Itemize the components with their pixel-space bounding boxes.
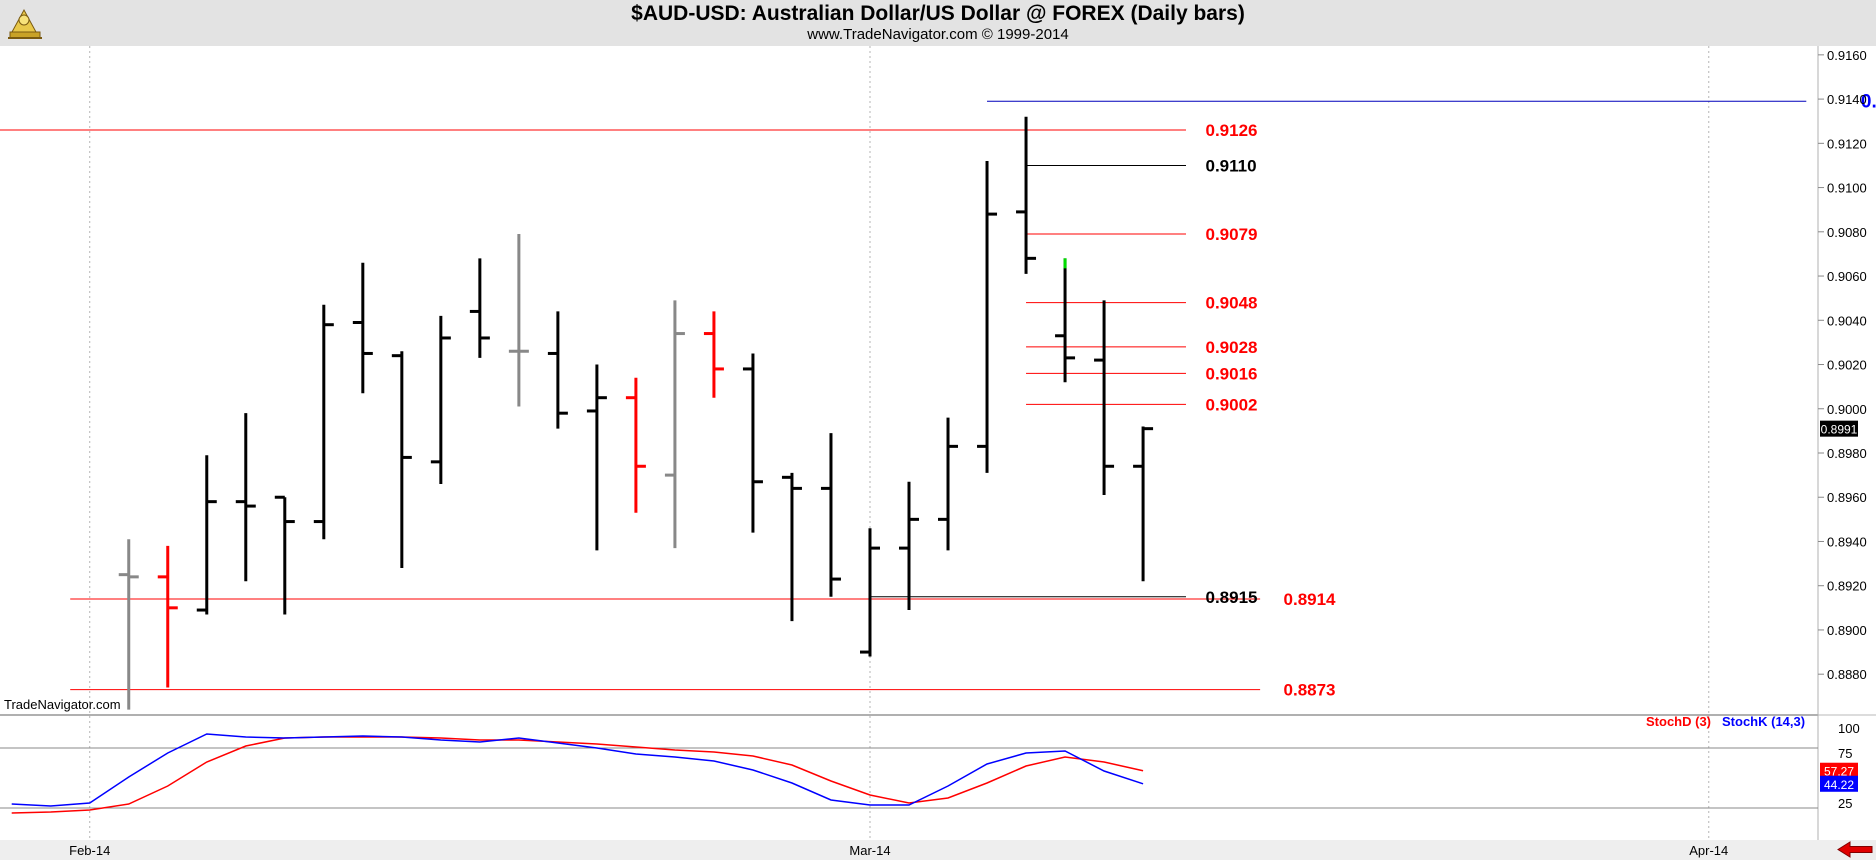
- scroll-left-arrow-icon[interactable]: [1836, 841, 1874, 858]
- time-tick-label: Mar-14: [849, 843, 890, 858]
- stoch-k-value: 44.22: [1824, 778, 1854, 792]
- price-axis-area: [1818, 46, 1876, 714]
- time-axis: Feb-14 Mar-14 Apr-14: [69, 843, 1728, 858]
- stoch-d-legend: StochD (3): [1646, 714, 1711, 729]
- level-label: 0.9139: [1861, 91, 1876, 112]
- price-tick-label: 0.8980: [1827, 446, 1867, 461]
- price-tick-label: 0.9100: [1827, 181, 1867, 196]
- last-price-label: 0.8991: [1821, 423, 1858, 437]
- price-tick-label: 0.8940: [1827, 534, 1867, 549]
- watermark-text: TradeNavigator.com: [4, 697, 121, 712]
- level-lines: [0, 100, 1807, 691]
- price-tick-label: 0.8960: [1827, 490, 1867, 505]
- chart-subtitle: www.TradeNavigator.com © 1999-2014: [807, 26, 1069, 43]
- level-labels: 0.9139 0.9126 0.9110 0.9079 0.9048 0.9028 0.90…: [1205, 91, 1876, 699]
- price-tick-label: 0.9000: [1827, 402, 1867, 417]
- price-tick-label: 0.9040: [1827, 313, 1867, 328]
- stoch-axis-label: 25: [1838, 796, 1852, 811]
- time-tick-label: Feb-14: [69, 843, 110, 858]
- level-label: 0.8873: [1284, 681, 1336, 700]
- price-tick-label: 0.9140: [1827, 92, 1867, 107]
- stoch-d-line: [11, 736, 1144, 814]
- level-label: 0.8915: [1205, 588, 1257, 607]
- stoch-plot-area: [0, 716, 1818, 840]
- stoch-axis-label: 75: [1838, 746, 1852, 761]
- price-tick-label: 0.9080: [1827, 225, 1867, 240]
- stoch-k-value-box: [1820, 775, 1858, 792]
- last-price-box: [1820, 420, 1858, 437]
- level-label: 0.9110: [1205, 156, 1256, 175]
- level-label: 0.9126: [1205, 121, 1257, 140]
- chart-title: $AUD-USD: Australian Dollar/US Dollar @ …: [631, 2, 1245, 25]
- stoch-axis-label: 100: [1838, 721, 1860, 736]
- price-tick-label: 0.8900: [1827, 623, 1867, 638]
- stoch-d-value: 57.27: [1824, 765, 1854, 779]
- level-label: 0.9002: [1205, 395, 1257, 414]
- price-plot-area: [0, 46, 1818, 714]
- price-axis: 0.9160 0.9140 0.9120 0.9100 0.9080 0.9060 0.90…: [1818, 48, 1867, 682]
- level-label: 0.8914: [1284, 590, 1337, 609]
- grid-lines: [89, 46, 1710, 840]
- price-tick-label: 0.9120: [1827, 136, 1867, 151]
- stoch-k-line: [11, 733, 1144, 807]
- price-tick-label: 0.8880: [1827, 667, 1867, 682]
- level-label: 0.9048: [1205, 294, 1257, 313]
- level-label: 0.9016: [1205, 364, 1257, 383]
- ohlc-bars: [118, 116, 1154, 710]
- stoch-d-value-box: [1820, 762, 1858, 779]
- time-tick-label: Apr-14: [1689, 843, 1728, 858]
- level-label: 0.9079: [1205, 225, 1257, 244]
- price-tick-label: 0.9160: [1827, 48, 1867, 63]
- trade-navigator-logo-icon: [4, 2, 44, 42]
- price-tick-label: 0.9060: [1827, 269, 1867, 284]
- last-price-marker: 0.8991: [1820, 420, 1858, 437]
- chart-header: $AUD-USD: Australian Dollar/US Dollar @ …: [0, 0, 1876, 46]
- price-tick-label: 0.9020: [1827, 358, 1867, 373]
- stoch-k-legend: StochK (14,3): [1722, 714, 1805, 729]
- level-label: 0.9028: [1205, 338, 1257, 357]
- time-axis-area: [0, 840, 1876, 860]
- price-tick-label: 0.8920: [1827, 579, 1867, 594]
